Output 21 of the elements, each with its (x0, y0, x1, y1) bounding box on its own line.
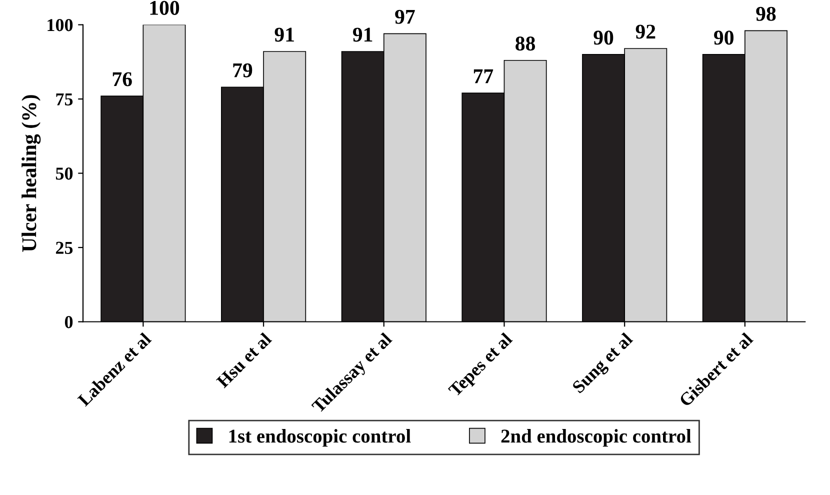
data-label: 90 (594, 30, 614, 45)
y-tick-label: 0 (64, 316, 73, 328)
y-tick-label: 25 (56, 242, 73, 254)
data-label: 88 (516, 36, 536, 51)
data-label: 97 (395, 10, 415, 24)
data-label: 92 (636, 24, 656, 39)
y-axis-title: Ulcer healing (%) (22, 95, 41, 252)
data-label: 98 (756, 6, 776, 21)
data-label: 91 (352, 28, 372, 42)
data-label: 77 (474, 69, 494, 84)
y-tick-label: 100 (48, 19, 73, 32)
y-tick-label: 50 (56, 168, 73, 180)
legend-label: 2nd endoscopic control (501, 429, 692, 447)
data-label: 100 (150, 0, 180, 15)
data-label: 79 (233, 63, 252, 78)
x-tick-label: Hsu et al (216, 332, 272, 388)
legend-label: 1st endoscopic control (229, 429, 411, 447)
data-label: 76 (112, 72, 132, 86)
data-label: 90 (714, 30, 734, 45)
data-label: 91 (274, 28, 294, 42)
y-tick-label: 75 (56, 93, 73, 106)
